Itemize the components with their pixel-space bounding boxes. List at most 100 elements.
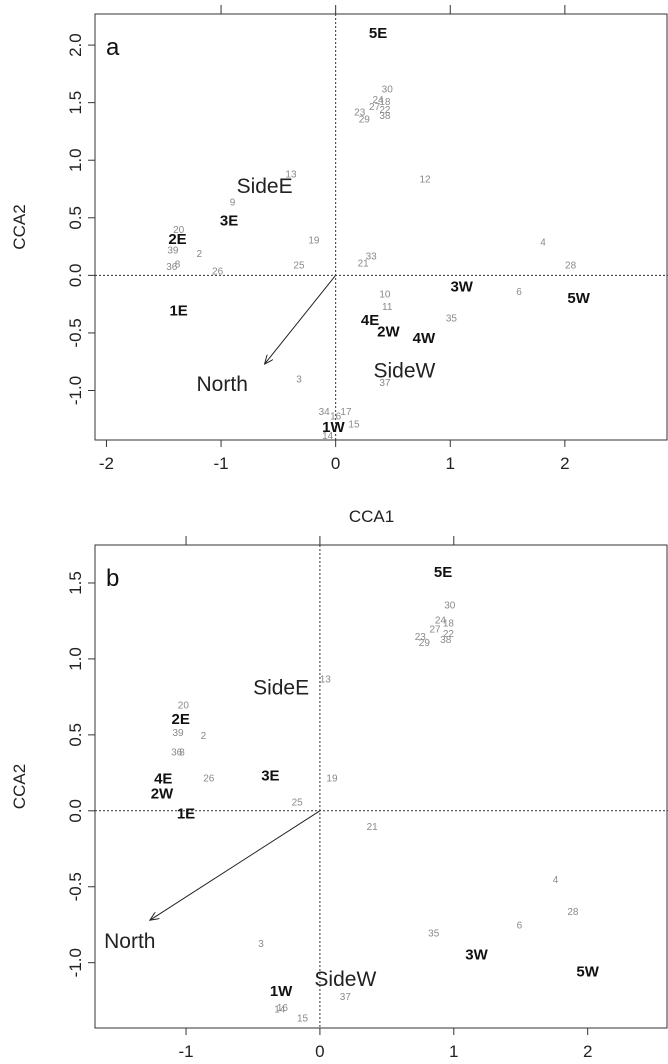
y-tick-label: 1.0 xyxy=(66,148,85,172)
site-label: 2W xyxy=(151,786,174,803)
species-label: 26 xyxy=(203,773,215,784)
centroid-label: SideW xyxy=(373,359,435,382)
x-tick-label: 2 xyxy=(560,454,569,473)
species-label: 28 xyxy=(567,907,579,918)
site-label: 3W xyxy=(465,947,488,964)
species-label: 20 xyxy=(178,701,190,712)
site-label: 3W xyxy=(450,278,473,295)
y-tick-label: 1.5 xyxy=(66,571,85,595)
x-tick-label: 1 xyxy=(446,454,455,473)
species-label: 14 xyxy=(274,1004,286,1015)
x-tick-label: 0 xyxy=(331,454,340,473)
site-label: 2E xyxy=(172,711,190,728)
site-label: 5W xyxy=(567,290,590,307)
site-label: 3E xyxy=(220,213,238,230)
x-tick-label: 2 xyxy=(583,1042,592,1061)
species-label: 8 xyxy=(175,259,181,270)
y-tick-label: 1.0 xyxy=(66,647,85,671)
species-label: 6 xyxy=(516,287,522,298)
x-tick-label: -2 xyxy=(99,454,114,473)
species-label: 2 xyxy=(201,731,207,742)
x-tick-label: 0 xyxy=(315,1042,324,1061)
species-label: 11 xyxy=(382,302,393,313)
site-label: 5W xyxy=(576,963,599,980)
site-label: 2E xyxy=(168,231,186,248)
species-label: 37 xyxy=(379,378,391,389)
species-label: 30 xyxy=(382,84,394,95)
species-label: 39 xyxy=(172,728,184,739)
species-label: 36 xyxy=(171,748,183,759)
species-label: 24 xyxy=(435,615,447,626)
species-label: 22 xyxy=(443,629,455,640)
species-label: 19 xyxy=(326,773,338,784)
species-label: 33 xyxy=(366,251,378,262)
y-tick-label: -1.0 xyxy=(66,376,85,405)
species-label: 16 xyxy=(330,411,342,422)
species-label: 18 xyxy=(379,97,391,108)
x-tick-label: -1 xyxy=(213,454,228,473)
plot-frame xyxy=(94,544,668,1029)
y-tick-label: 1.5 xyxy=(66,91,85,115)
y-tick-label: 0.0 xyxy=(66,799,85,823)
site-label: 2W xyxy=(377,323,400,340)
species-label: 21 xyxy=(358,258,370,269)
species-label: 15 xyxy=(348,420,360,431)
species-label: 13 xyxy=(285,170,297,181)
panel-a: -2 -1 0 1 2-1.0-0.50.00.51.01.52.0CCA1CCA2aN… xyxy=(10,5,668,526)
species-label: 4 xyxy=(540,238,546,249)
species-label: 15 xyxy=(297,1013,309,1024)
y-tick-label: -1.0 xyxy=(66,948,85,977)
site-label: 4E xyxy=(361,312,379,329)
environment-vector-arrow xyxy=(150,810,321,920)
site-label: 3E xyxy=(261,767,279,784)
site-label: 4W xyxy=(413,330,436,347)
species-label: 10 xyxy=(379,289,391,300)
centroid-label: SideE xyxy=(237,175,293,198)
species-label: 3 xyxy=(296,375,302,386)
species-label: 25 xyxy=(293,261,305,272)
y-axis-title: CCA2 xyxy=(10,204,29,249)
species-label: 17 xyxy=(340,407,352,418)
species-label: 8 xyxy=(179,748,185,759)
species-label: 29 xyxy=(419,638,431,649)
species-label: 24 xyxy=(372,95,384,106)
species-label: 30 xyxy=(444,600,456,611)
species-label: 27 xyxy=(429,625,441,636)
panel-label: a xyxy=(106,34,120,61)
site-label: 1E xyxy=(177,805,195,822)
species-label: 35 xyxy=(446,314,458,325)
panel-b: -1012-1.0-0.50.00.51.01.5CCA1CCA2bNorthS… xyxy=(10,536,668,1061)
species-label: 9 xyxy=(230,197,236,208)
environment-vector-label: North xyxy=(197,373,248,396)
x-tick-label: -1 xyxy=(178,1042,193,1061)
species-label: 4 xyxy=(553,875,559,886)
site-label: 5E xyxy=(369,25,387,42)
species-label: 37 xyxy=(340,992,352,1003)
species-label: 13 xyxy=(320,675,332,686)
y-tick-label: 0.5 xyxy=(66,723,85,747)
plot-frame xyxy=(94,13,668,441)
species-label: 38 xyxy=(379,111,391,122)
site-label: 1W xyxy=(270,983,293,1000)
y-tick-label: 0.0 xyxy=(66,264,85,288)
species-label: 19 xyxy=(308,235,320,246)
x-axis-title: CCA1 xyxy=(349,507,394,526)
species-label: 25 xyxy=(292,798,304,809)
species-label: 28 xyxy=(565,261,577,272)
x-tick-label: 1 xyxy=(449,1042,458,1061)
y-tick-label: 2.0 xyxy=(66,33,85,57)
y-axis-title: CCA2 xyxy=(10,764,29,809)
centroid-label: SideW xyxy=(314,968,376,991)
species-label: 39 xyxy=(167,246,179,257)
species-label: 14 xyxy=(322,431,334,442)
species-label: 36 xyxy=(166,262,178,273)
y-tick-label: -0.5 xyxy=(66,872,85,901)
site-label: 1W xyxy=(322,419,345,436)
y-tick-label: 0.5 xyxy=(66,206,85,230)
species-label: 18 xyxy=(443,618,455,629)
species-label: 27 xyxy=(369,102,381,113)
species-label: 26 xyxy=(212,266,224,277)
species-label: 20 xyxy=(173,225,185,236)
species-label: 3 xyxy=(258,939,264,950)
